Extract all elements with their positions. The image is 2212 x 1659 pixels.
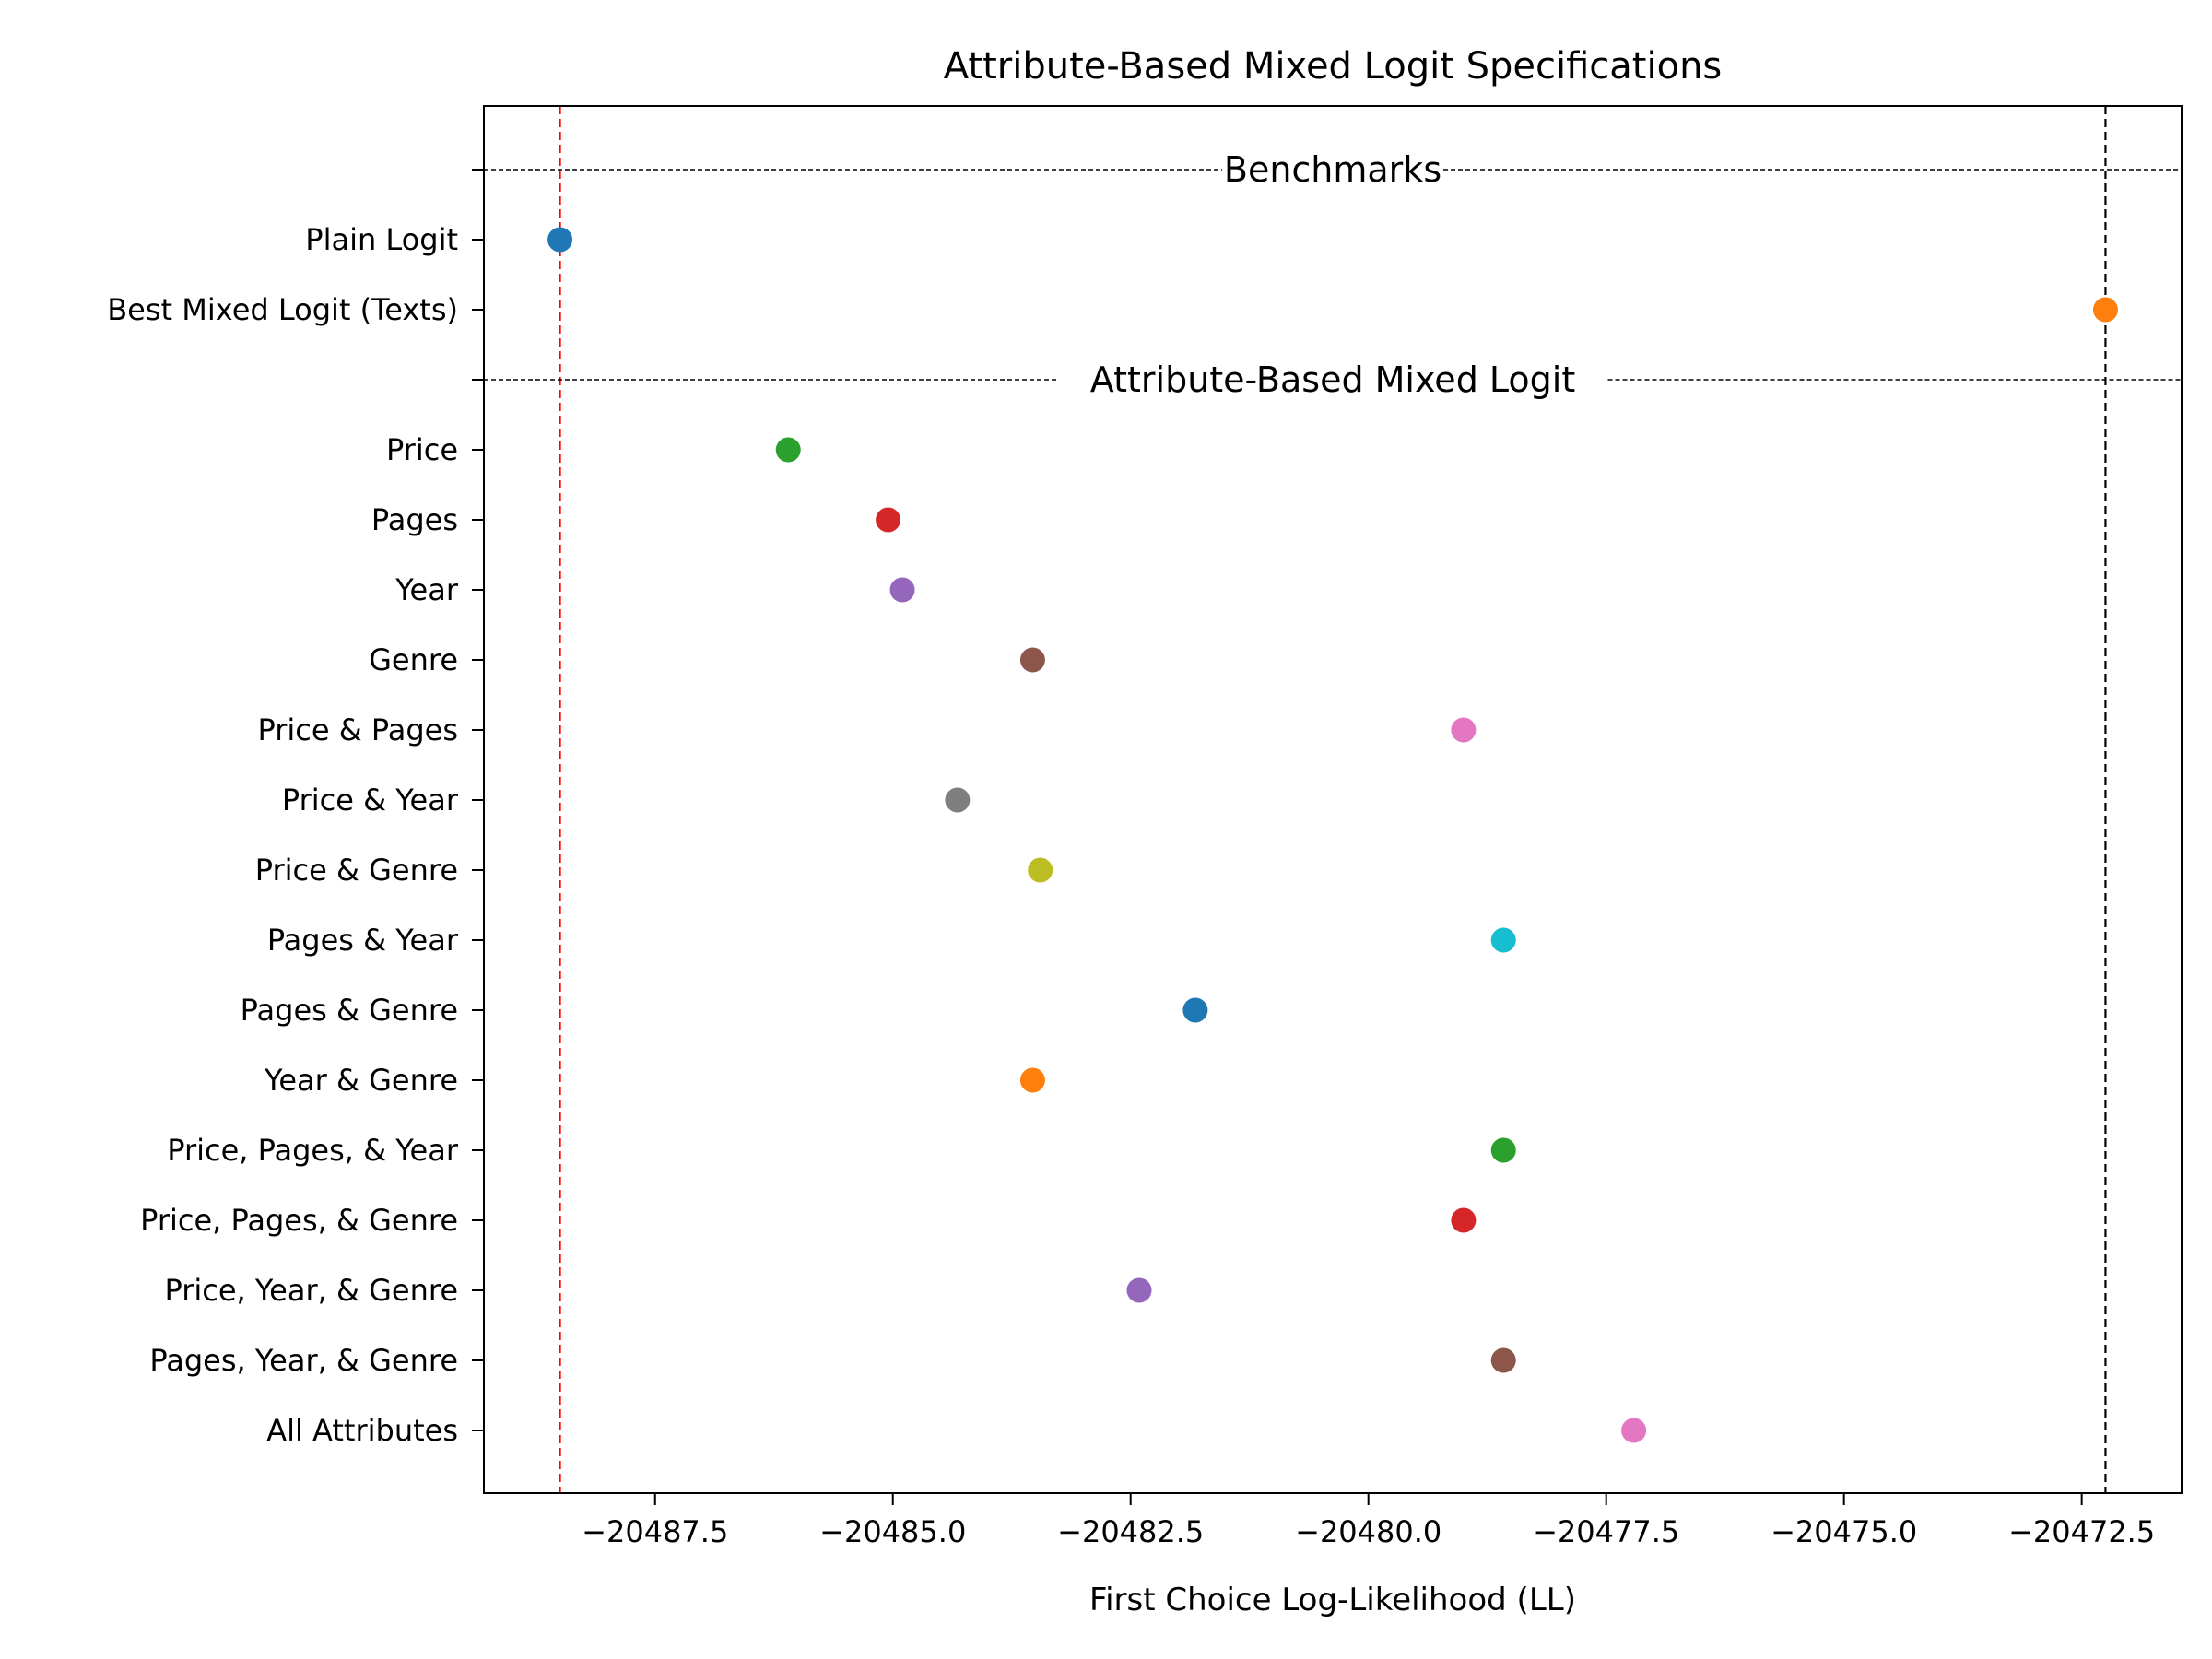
x-axis-label: First Choice Log-Likelihood (LL) — [1089, 1582, 1576, 1618]
x-tick-label: −20485.0 — [819, 1514, 966, 1549]
data-point — [1126, 1277, 1152, 1303]
y-tick-label: Price & Year — [282, 782, 459, 818]
data-point — [889, 577, 915, 603]
y-tick-label: Plain Logit — [305, 222, 458, 257]
y-tick-label: Year & Genre — [264, 1063, 458, 1098]
x-tick-label: −20482.5 — [1057, 1514, 1204, 1549]
y-tick-label: Price & Pages — [258, 712, 459, 747]
data-point — [1019, 647, 1045, 673]
data-point — [1019, 1067, 1045, 1093]
data-point — [945, 787, 971, 813]
y-tick-label: Genre — [369, 642, 458, 677]
section-header: Benchmarks — [1224, 149, 1441, 190]
x-tick-label: −20477.5 — [1533, 1514, 1679, 1549]
y-tick-label: Price, Pages, & Year — [167, 1133, 459, 1168]
y-tick-label: All Attributes — [266, 1413, 458, 1448]
data-point — [547, 227, 573, 253]
y-tick-label: Pages — [371, 502, 458, 537]
data-point — [1490, 1347, 1516, 1373]
y-tick-label: Price, Year, & Genre — [164, 1273, 458, 1308]
plot-area: Benchmarks Plain Logit Best Mixed Logit (T… — [107, 106, 2182, 1549]
y-tick-label: Pages, Year, & Genre — [149, 1343, 458, 1378]
data-point — [775, 437, 801, 463]
y-tick-label: Pages & Genre — [241, 993, 458, 1028]
data-point — [1490, 927, 1516, 953]
y-tick-label: Year — [394, 572, 459, 607]
y-tick-label: Price — [386, 432, 458, 467]
data-point — [1182, 997, 1208, 1023]
x-tick-label: −20487.5 — [582, 1514, 728, 1549]
data-point — [1490, 1137, 1516, 1163]
data-point — [1028, 857, 1053, 883]
data-point — [876, 507, 901, 533]
y-tick-label: Price, Pages, & Genre — [140, 1203, 458, 1238]
y-tick-label: Price & Genre — [255, 853, 458, 888]
y-tick-label: Best Mixed Logit (Texts) — [107, 292, 458, 327]
data-point — [1451, 1207, 1477, 1233]
data-point — [1451, 717, 1477, 743]
data-point — [2092, 297, 2118, 323]
x-tick-label: −20480.0 — [1295, 1514, 1441, 1549]
data-point — [1621, 1418, 1647, 1443]
x-tick-label: −20472.5 — [2008, 1514, 2155, 1549]
section-header: Attribute-Based Mixed Logit — [1090, 359, 1575, 400]
y-tick-label: Pages & Year — [267, 923, 459, 958]
chart-title: Attribute-Based Mixed Logit Specificatio… — [944, 45, 1723, 88]
plot-frame — [483, 105, 2183, 1494]
x-tick-label: −20475.0 — [1771, 1514, 1917, 1549]
